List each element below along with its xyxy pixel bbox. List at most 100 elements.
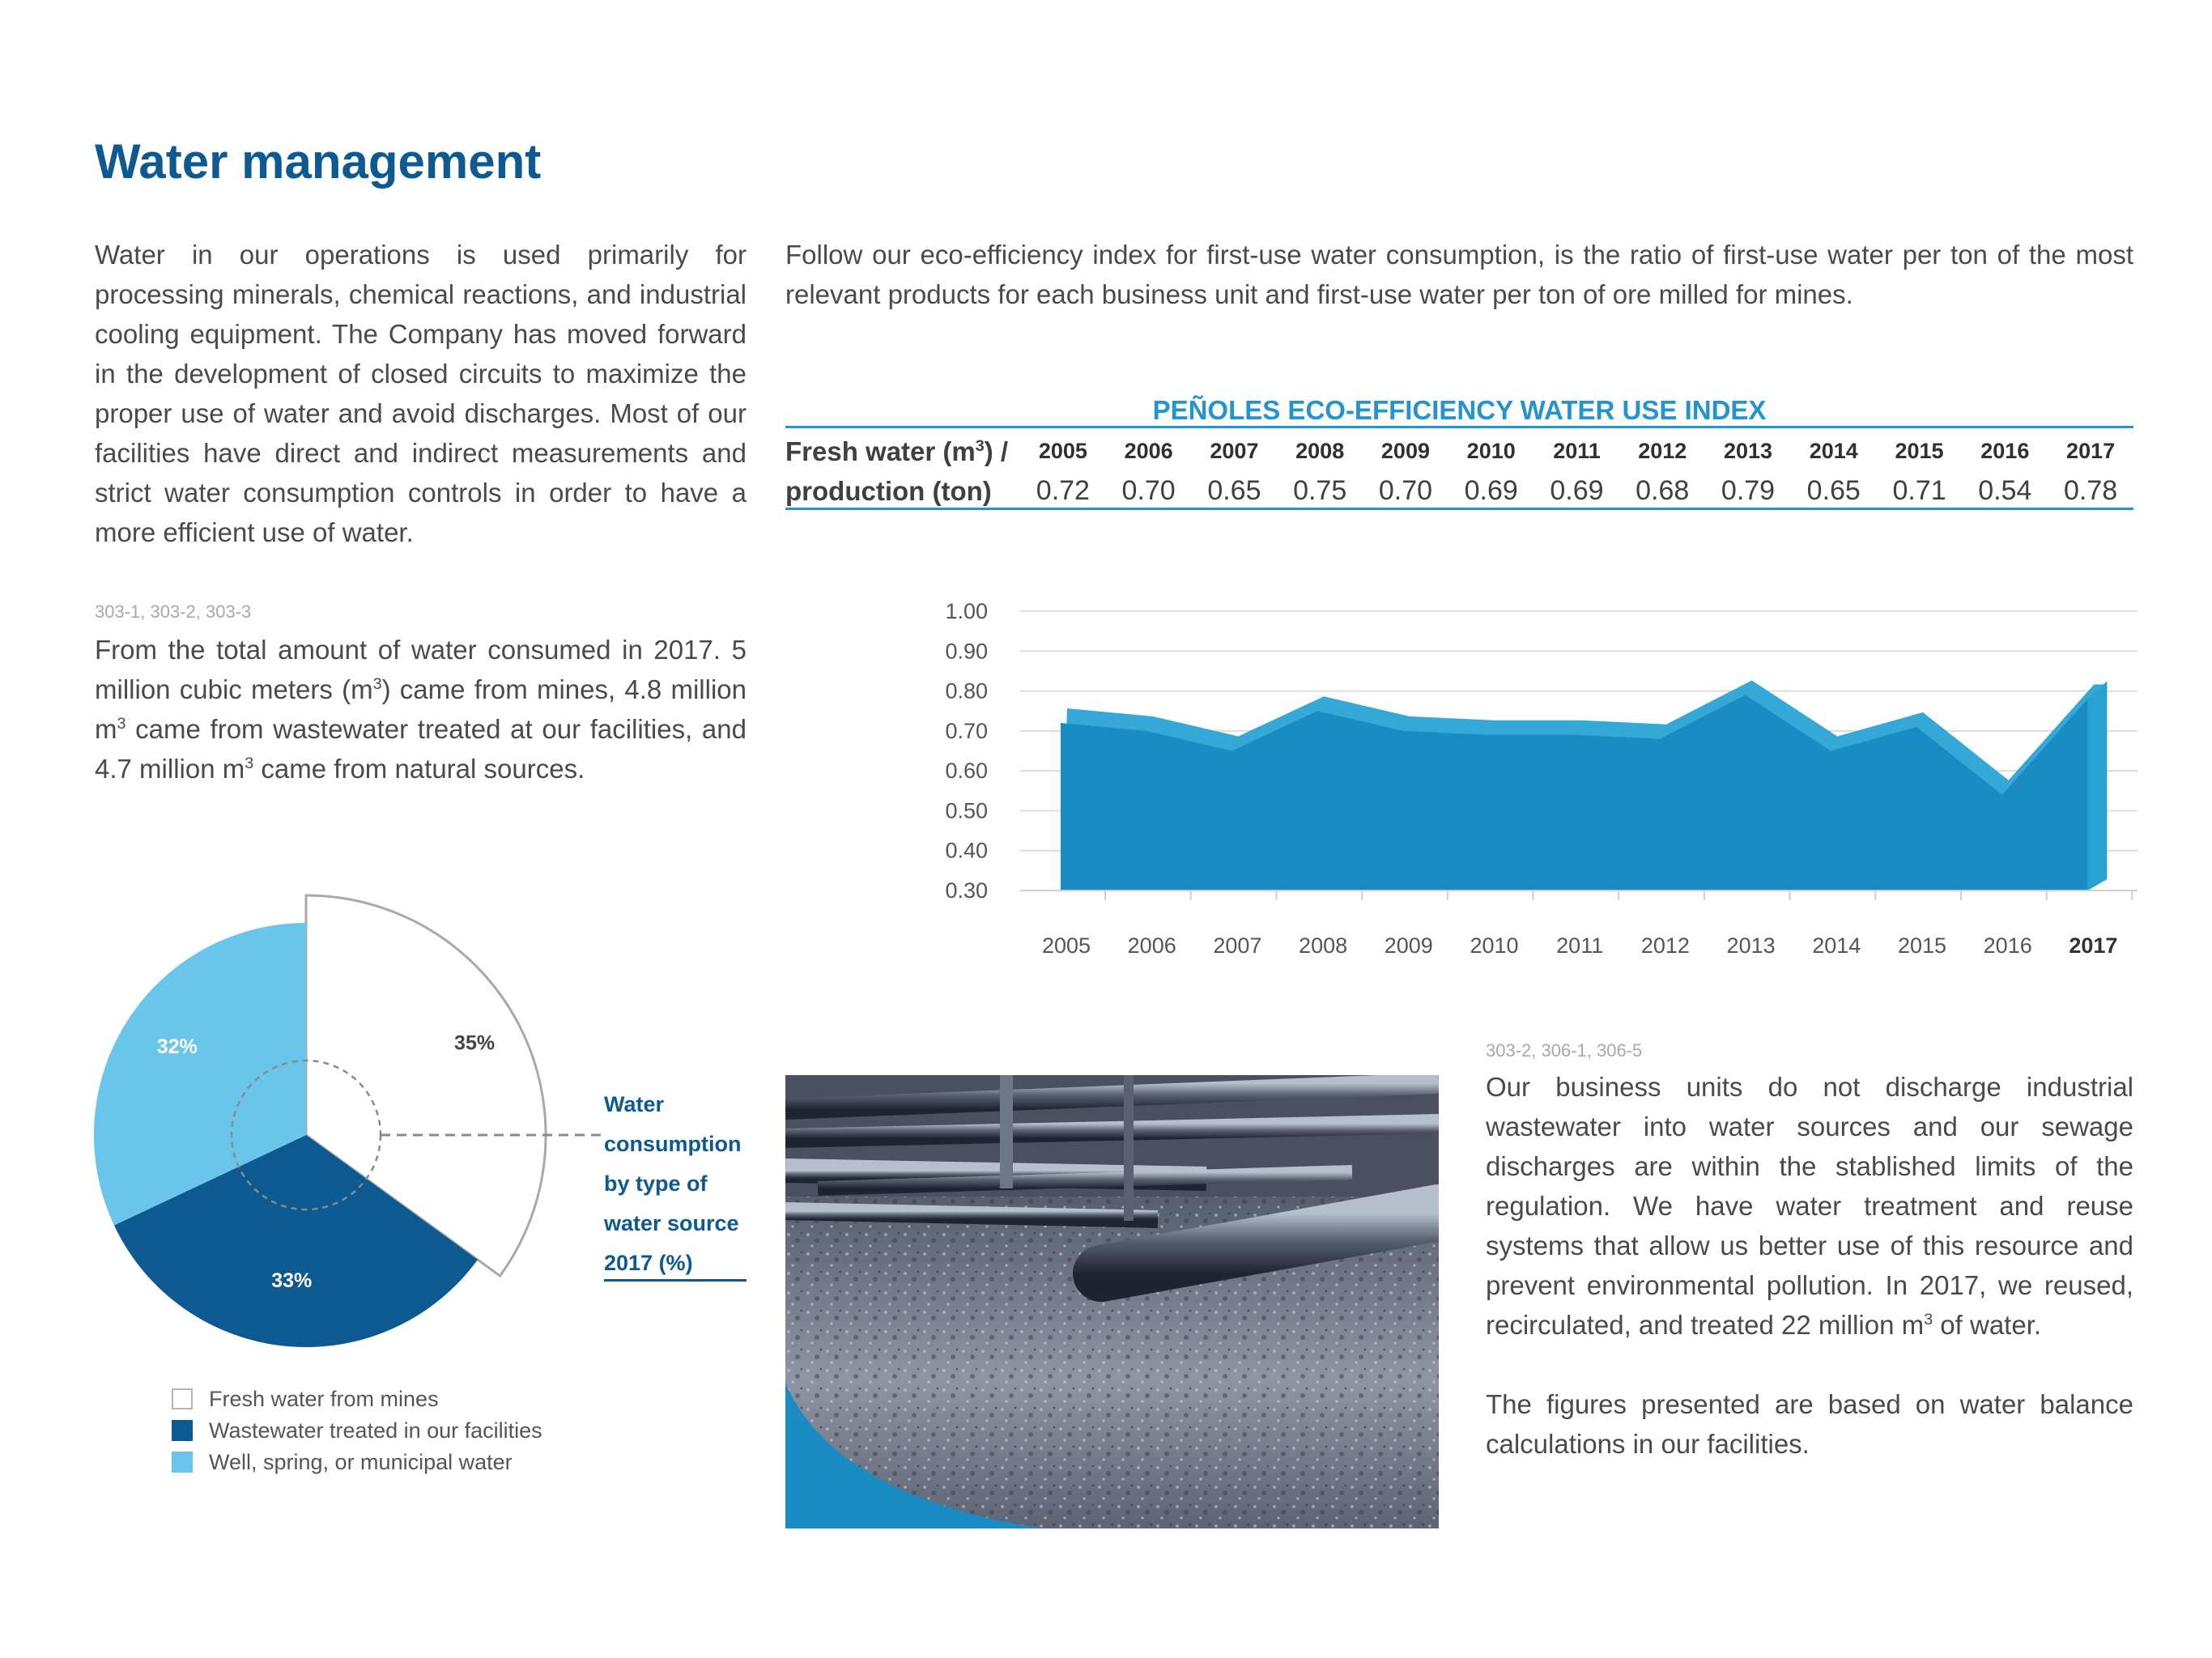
discharge-paragraph: Our business units do not discharge indu… [1486,1067,2133,1345]
y-tick-label: 0.90 [945,639,988,663]
pipes-photo [785,1075,1439,1528]
gri-codes-discharge: 303-2, 306-1, 306-5 [1486,1040,1643,1061]
year-header: 2010 [1466,439,1516,463]
superscript: 3 [245,755,254,772]
index-value: 0.78 [2064,475,2118,506]
year-header: 2006 [1124,439,1173,463]
year-header: 2017 [2066,439,2116,463]
x-tick-label: 2014 [1812,933,1861,958]
x-tick-label: 2017 [2069,933,2117,958]
discharge-text: Our business units do not discharge indu… [1486,1072,2133,1340]
index-value: 0.69 [1464,475,1518,506]
year-header: 2013 [1723,439,1773,463]
y-tick-label: 0.60 [945,759,988,783]
legend-item-well: Well, spring, or municipal water [172,1449,513,1475]
metric-label-line2: production (ton) [785,475,992,506]
pie-value-label: 35% [454,1031,495,1054]
x-tick-label: 2006 [1128,933,1176,958]
metric-text: ) / [984,436,1009,466]
page-title: Water management [95,134,542,189]
table-bottom-rule [785,508,2133,510]
y-tick-label: 0.40 [945,839,988,863]
consumption-text-1: From the total amount of water consumed … [95,635,747,704]
x-tick-label: 2011 [1556,933,1603,958]
eco-efficiency-area-chart: 1.00 0.90 0.80 0.70 0.60 0.50 0.40 0.30 2005 2006… [945,599,2138,958]
x-tick-label: 2007 [1213,933,1261,958]
y-tick-label: 0.30 [945,878,988,903]
superscript: 3 [117,715,126,733]
x-tick-label: 2010 [1470,933,1518,958]
x-tick-label: 2015 [1898,933,1946,958]
metric-label-line1: Fresh water (m3) / [785,432,1020,471]
area-series-front [1061,695,2088,891]
gri-codes-consumption: 303-1, 303-2, 303-3 [95,602,252,622]
table-row-values: production (ton) 0.72 0.70 0.65 0.75 0.7… [785,471,2133,511]
pie-caption-line: consumption [604,1132,742,1156]
year-header: 2014 [1809,439,1858,463]
y-tick-label: 1.00 [945,599,988,623]
x-tick-label: 2009 [1385,933,1433,958]
legend-swatch-darkblue [172,1420,193,1441]
index-value: 0.75 [1293,475,1347,506]
year-header: 2015 [1895,439,1944,463]
index-value: 0.79 [1721,475,1776,506]
discharge-text-end: of water. [1933,1310,2042,1340]
pie-value-label: 32% [157,1035,198,1058]
index-value: 0.65 [1806,475,1861,506]
legend-item-wastewater: Wastewater treated in our facilities [172,1418,542,1443]
index-value: 0.65 [1207,475,1261,506]
legend-label: Well, spring, or municipal water [209,1449,513,1474]
pie-caption-line: Water [604,1092,665,1116]
index-value: 0.54 [1978,475,2032,506]
consumption-paragraph: From the total amount of water consumed … [95,630,747,789]
x-tick-label: 2013 [1727,933,1776,958]
superscript: 3 [975,436,985,455]
pie-caption-underline [604,1279,747,1282]
eco-efficiency-paragraph: Follow our eco-efficiency index for firs… [785,240,2133,309]
metric-text: Fresh water (m [785,436,976,466]
eco-efficiency-table: Fresh water (m3) / 2005 2006 2007 2008 2… [785,432,2133,511]
pie-caption-line: by type of [604,1171,708,1196]
legend-label: Wastewater treated in our facilities [209,1418,542,1443]
year-header: 2009 [1380,439,1430,463]
year-header: 2008 [1295,439,1345,463]
y-tick-label: 0.70 [945,719,988,743]
table-top-rule [785,426,2133,428]
x-tick-label: 2012 [1641,933,1690,958]
x-tick-label: 2005 [1042,933,1091,958]
year-header: 2005 [1038,439,1087,463]
pie-value-label: 33% [271,1269,312,1292]
x-tick-label: 2016 [1984,933,2032,958]
consumption-text-2: ) came from mines, 4.8 million m [95,674,747,744]
index-value: 0.68 [1636,475,1690,506]
year-header: 2007 [1210,439,1259,463]
pie-caption: Water consumption by type of water sourc… [604,1085,750,1283]
water-source-pie-chart: 35% 33% 32% [93,894,601,1347]
index-value: 0.72 [1036,475,1090,506]
superscript: 3 [372,675,382,693]
pie-caption-line: 2017 (%) [604,1251,693,1275]
area-side-face [2087,681,2108,891]
index-value: 0.71 [1892,475,1946,506]
table-title: PEÑOLES ECO-EFFICIENCY WATER USE INDEX [1152,395,1767,425]
index-value: 0.70 [1121,475,1176,506]
y-tick-label: 0.80 [945,679,988,704]
water-balance-note: The figures presented are based on water… [1486,1389,2133,1459]
index-value: 0.70 [1378,475,1433,506]
year-header: 2016 [1980,439,2030,463]
pie-slice-3 [93,923,306,1226]
year-header: 2011 [1553,439,1601,463]
legend-swatch-white [172,1388,193,1409]
pie-slice-1 [304,894,547,1278]
consumption-text-4: came from natural sources. [253,754,585,784]
consumption-text-3: came from wastewater treated at our faci… [95,714,747,784]
intro-paragraph: Water in our operations is used primaril… [95,240,747,547]
pie-slice-2 [113,1135,478,1347]
index-value: 0.69 [1550,475,1604,506]
superscript: 3 [1924,1311,1933,1329]
legend-swatch-lightblue [172,1452,193,1473]
legend-item-mines: Fresh water from mines [172,1386,439,1412]
x-tick-label: 2008 [1299,933,1347,958]
table-row-years: Fresh water (m3) / 2005 2006 2007 2008 2… [785,432,2133,471]
legend-label: Fresh water from mines [209,1386,439,1411]
